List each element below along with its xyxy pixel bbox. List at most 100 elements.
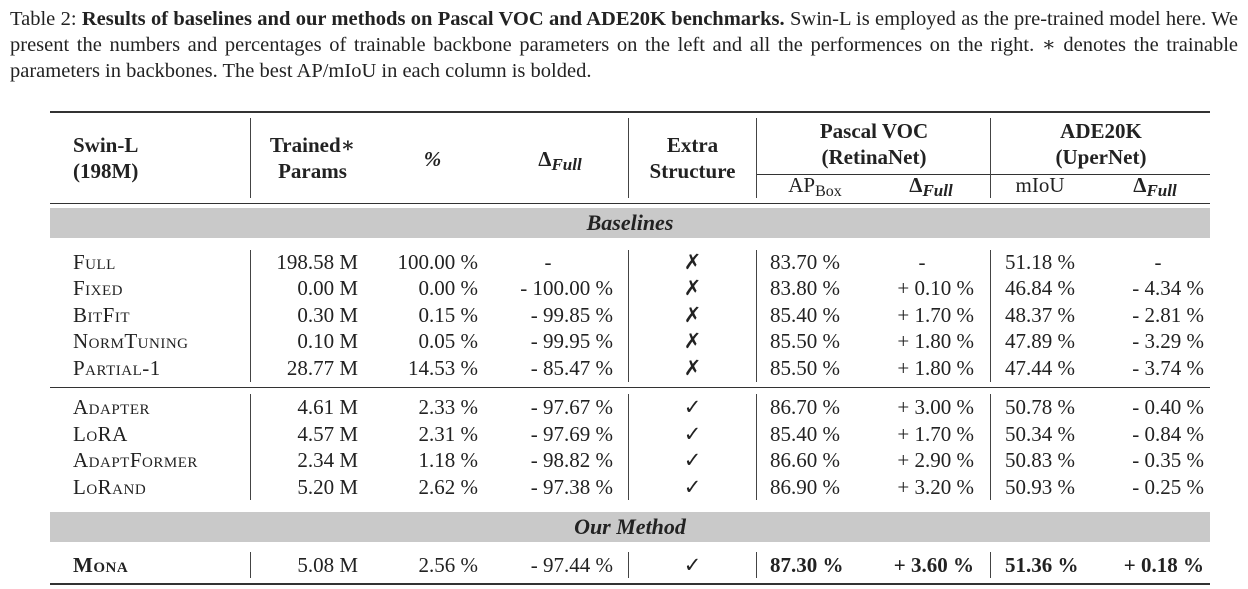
vrule (990, 552, 991, 578)
table-cell-miou: 47.89 % (1005, 329, 1075, 353)
table-cell-extra: ✓ (683, 422, 702, 446)
table-cell-ap: 85.40 % (770, 422, 840, 446)
header-miou-delta: ΔFull (1133, 173, 1177, 200)
table-cell-ap-delta: + 1.80 % (897, 356, 974, 380)
table-cell-extra: ✓ (683, 395, 702, 419)
top-rule (50, 111, 1210, 113)
table-cell-extra: ✗ (683, 276, 702, 300)
table-cell-params: 4.61 M (297, 395, 358, 419)
table-cell-delta: - 98.82 % (530, 448, 613, 472)
table-cell-pct: 1.18 % (418, 448, 479, 472)
header-ap-delta: ΔFull (909, 173, 953, 200)
table-cell-miou-delta: - 3.74 % (1132, 356, 1204, 380)
table-cell-name: Partial-1 (73, 356, 161, 380)
table-cell-ap: 85.50 % (770, 329, 840, 353)
header-percent: % (423, 147, 442, 171)
vrule (250, 552, 251, 578)
table-cell-name: Fixed (73, 276, 124, 300)
table-cell-miou-delta: - 4.34 % (1132, 276, 1204, 300)
table-cell-miou-delta: - 0.40 % (1132, 395, 1204, 419)
section-our-method: Our Method (50, 512, 1210, 542)
table-cell-delta: - (544, 250, 552, 274)
table-cell-ap: 83.80 % (770, 276, 840, 300)
table-cell-miou: 48.37 % (1005, 303, 1075, 327)
header-delta-full: ΔFull (538, 147, 582, 174)
vrule (250, 394, 251, 500)
table-cell-delta: - 97.67 % (530, 395, 613, 419)
table-cell-miou: 47.44 % (1005, 356, 1075, 380)
caption-body: Swin-L is employed as the pre-trained mo… (10, 8, 1239, 82)
caption-title: Results of baselines and our methods on … (81, 8, 785, 30)
table-cell-ap-delta: + 1.70 % (897, 303, 974, 327)
bottom-rule (50, 583, 1210, 585)
table-cell-ap-delta: + 2.90 % (897, 448, 974, 472)
vrule (990, 250, 991, 382)
table-cell-extra: ✓ (683, 448, 702, 472)
vrule (250, 250, 251, 382)
table-cell-miou-delta: - (1154, 250, 1162, 274)
table-cell-pct: 0.05 % (418, 329, 479, 353)
table-cell-delta: - 100.00 % (520, 276, 613, 300)
table-cell-miou: 50.34 % (1005, 422, 1075, 446)
table-cell-params: 4.57 M (297, 422, 358, 446)
table-cell-miou-delta: - 0.35 % (1132, 448, 1204, 472)
table-cell-pct: 100.00 % (397, 250, 479, 274)
table-cell-ap-delta: - (918, 250, 926, 274)
table-cell-pct: 2.31 % (418, 422, 479, 446)
table-cell-params: 28.77 M (286, 356, 358, 380)
table-cell-name: LoRA (73, 422, 128, 446)
table-cell-miou: 50.83 % (1005, 448, 1075, 472)
table-cell-pct: 0.00 % (418, 276, 479, 300)
header-rule (50, 203, 1210, 204)
header-model: Swin-L (198M) (73, 133, 139, 183)
table-cell-ap: 86.90 % (770, 475, 840, 499)
caption-label: Table 2: (10, 8, 77, 30)
table-cell-name: Mona (73, 553, 129, 577)
table-cell-miou-delta: + 0.18 % (1123, 553, 1204, 577)
table-cell-extra: ✗ (683, 356, 702, 380)
table-cell-name: Full (73, 250, 116, 274)
table-cell-miou: 51.36 % (1005, 553, 1079, 577)
table-cell-ap: 86.60 % (770, 448, 840, 472)
table-cell-delta: - 85.47 % (530, 356, 613, 380)
table-cell-ap-delta: + 3.20 % (897, 475, 974, 499)
table-cell-pct: 14.53 % (408, 356, 478, 380)
table-cell-params: 0.30 M (297, 303, 358, 327)
table-cell-ap: 86.70 % (770, 395, 840, 419)
table-cell-params: 5.08 M (297, 553, 358, 577)
table-cell-miou: 51.18 % (1005, 250, 1075, 274)
vrule (628, 394, 629, 500)
table-cell-name: BitFit (73, 303, 131, 327)
table-cell-params: 198.58 M (276, 250, 358, 274)
vrule (990, 118, 991, 198)
table-cell-miou-delta: - 0.25 % (1132, 475, 1204, 499)
table-cell-delta: - 99.85 % (530, 303, 613, 327)
header-ade20k: ADE20K (UperNet) (1055, 119, 1147, 169)
vrule (250, 118, 251, 198)
vrule (628, 250, 629, 382)
table-cell-delta: - 97.44 % (530, 553, 613, 577)
subheader-rule (757, 174, 1210, 175)
vrule (756, 118, 757, 198)
table-cell-delta: - 99.95 % (530, 329, 613, 353)
table-cell-extra: ✗ (683, 329, 702, 353)
table-cell-params: 5.20 M (297, 475, 358, 499)
table-cell-ap-delta: + 1.70 % (897, 422, 974, 446)
header-extra-structure: Extra Structure (649, 133, 736, 183)
table-cell-miou-delta: - 0.84 % (1132, 422, 1204, 446)
table-cell-extra: ✗ (683, 303, 702, 327)
vrule (756, 250, 757, 382)
table-cell-pct: 2.56 % (418, 553, 479, 577)
table-cell-delta: - 97.69 % (530, 422, 613, 446)
vrule (990, 394, 991, 500)
header-ap-box: APBox (788, 173, 842, 200)
header-pascal-voc: Pascal VOC (RetinaNet) (819, 119, 929, 169)
table-cell-ap-delta: + 3.60 % (893, 553, 974, 577)
header-trained-params: Trained∗ Params (269, 133, 356, 183)
table-cell-miou-delta: - 3.29 % (1132, 329, 1204, 353)
table-cell-ap-delta: + 1.80 % (897, 329, 974, 353)
table-cell-ap: 83.70 % (770, 250, 840, 274)
table-cell-params: 2.34 M (297, 448, 358, 472)
table-cell-params: 0.00 M (297, 276, 358, 300)
table-cell-ap: 85.40 % (770, 303, 840, 327)
